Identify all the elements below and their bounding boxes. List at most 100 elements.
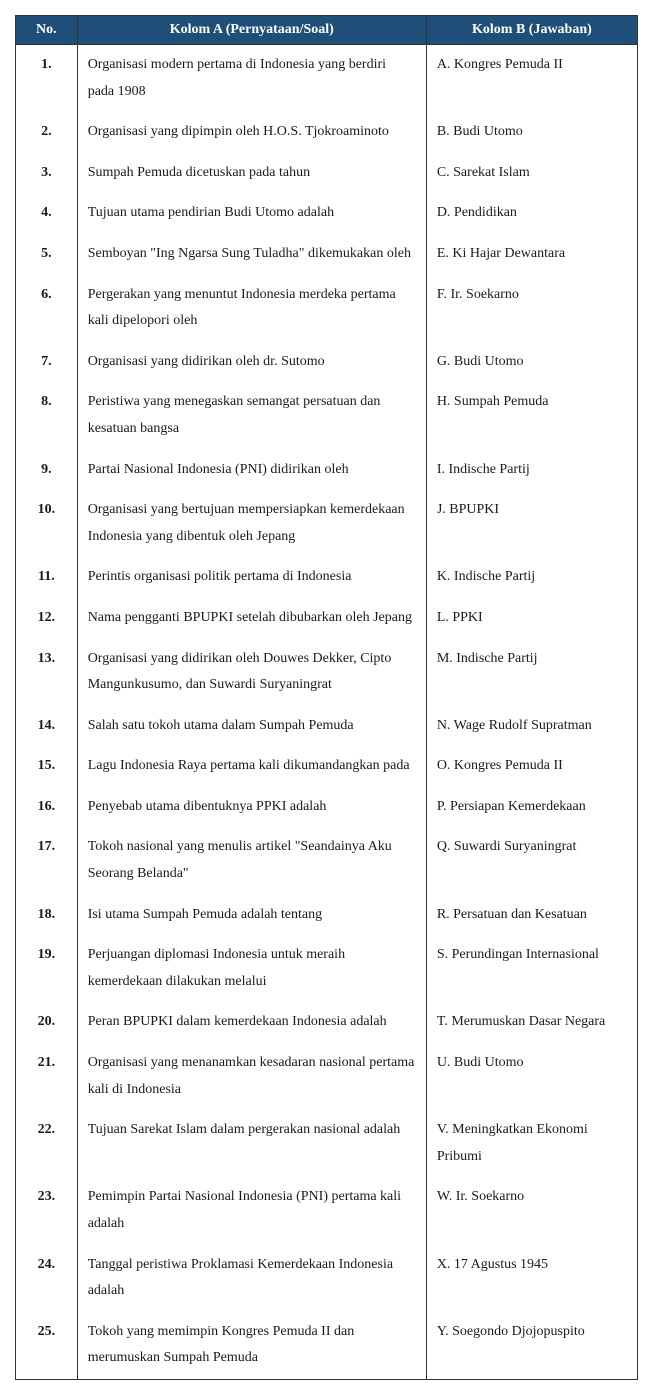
cell-statement: Organisasi yang menanamkan kesadaran nas…: [77, 1043, 426, 1110]
table-row: 11.Perintis organisasi politik pertama d…: [16, 557, 638, 598]
cell-no: 5.: [16, 234, 78, 275]
cell-statement: Organisasi yang bertujuan mempersiapkan …: [77, 490, 426, 557]
cell-answer: W. Ir. Soekarno: [426, 1177, 637, 1244]
table-row: 13.Organisasi yang didirikan oleh Douwes…: [16, 639, 638, 706]
cell-no: 2.: [16, 112, 78, 153]
cell-no: 3.: [16, 153, 78, 194]
table-row: 15.Lagu Indonesia Raya pertama kali diku…: [16, 746, 638, 787]
table-row: 9.Partai Nasional Indonesia (PNI) didiri…: [16, 450, 638, 491]
cell-statement: Semboyan "Ing Ngarsa Sung Tuladha" dikem…: [77, 234, 426, 275]
table-row: 16.Penyebab utama dibentuknya PPKI adala…: [16, 787, 638, 828]
cell-no: 15.: [16, 746, 78, 787]
cell-no: 21.: [16, 1043, 78, 1110]
cell-answer: O. Kongres Pemuda II: [426, 746, 637, 787]
table-row: 2.Organisasi yang dipimpin oleh H.O.S. T…: [16, 112, 638, 153]
table-row: 17.Tokoh nasional yang menulis artikel "…: [16, 827, 638, 894]
table-row: 10.Organisasi yang bertujuan mempersiapk…: [16, 490, 638, 557]
table-row: 22.Tujuan Sarekat Islam dalam pergerakan…: [16, 1110, 638, 1177]
cell-no: 19.: [16, 935, 78, 1002]
cell-statement: Tanggal peristiwa Proklamasi Kemerdekaan…: [77, 1245, 426, 1312]
cell-answer: B. Budi Utomo: [426, 112, 637, 153]
table-row: 8.Peristiwa yang menegaskan semangat per…: [16, 382, 638, 449]
table-row: 21.Organisasi yang menanamkan kesadaran …: [16, 1043, 638, 1110]
cell-no: 4.: [16, 193, 78, 234]
cell-statement: Lagu Indonesia Raya pertama kali dikuman…: [77, 746, 426, 787]
cell-statement: Tujuan Sarekat Islam dalam pergerakan na…: [77, 1110, 426, 1177]
cell-answer: S. Perundingan Internasional: [426, 935, 637, 1002]
cell-no: 16.: [16, 787, 78, 828]
cell-statement: Organisasi yang dipimpin oleh H.O.S. Tjo…: [77, 112, 426, 153]
cell-answer: K. Indische Partij: [426, 557, 637, 598]
cell-no: 24.: [16, 1245, 78, 1312]
cell-answer: T. Merumuskan Dasar Negara: [426, 1002, 637, 1043]
table-row: 25.Tokoh yang memimpin Kongres Pemuda II…: [16, 1312, 638, 1380]
cell-answer: N. Wage Rudolf Supratman: [426, 706, 637, 747]
cell-answer: P. Persiapan Kemerdekaan: [426, 787, 637, 828]
cell-no: 8.: [16, 382, 78, 449]
cell-no: 17.: [16, 827, 78, 894]
cell-answer: E. Ki Hajar Dewantara: [426, 234, 637, 275]
table-row: 12.Nama pengganti BPUPKI setelah dibubar…: [16, 598, 638, 639]
header-row: No. Kolom A (Pernyataan/Soal) Kolom B (J…: [16, 16, 638, 45]
cell-statement: Tokoh yang memimpin Kongres Pemuda II da…: [77, 1312, 426, 1380]
table-body: 1.Organisasi modern pertama di Indonesia…: [16, 45, 638, 1380]
cell-statement: Peristiwa yang menegaskan semangat persa…: [77, 382, 426, 449]
table-row: 18.Isi utama Sumpah Pemuda adalah tentan…: [16, 895, 638, 936]
table-row: 4.Tujuan utama pendirian Budi Utomo adal…: [16, 193, 638, 234]
cell-answer: V. Meningkatkan Ekonomi Pribumi: [426, 1110, 637, 1177]
cell-answer: A. Kongres Pemuda II: [426, 45, 637, 113]
table-row: 20.Peran BPUPKI dalam kemerdekaan Indone…: [16, 1002, 638, 1043]
cell-answer: R. Persatuan dan Kesatuan: [426, 895, 637, 936]
cell-no: 18.: [16, 895, 78, 936]
table-row: 7.Organisasi yang didirikan oleh dr. Sut…: [16, 342, 638, 383]
cell-no: 25.: [16, 1312, 78, 1380]
cell-answer: U. Budi Utomo: [426, 1043, 637, 1110]
cell-statement: Pemimpin Partai Nasional Indonesia (PNI)…: [77, 1177, 426, 1244]
cell-no: 13.: [16, 639, 78, 706]
cell-statement: Perintis organisasi politik pertama di I…: [77, 557, 426, 598]
cell-statement: Tujuan utama pendirian Budi Utomo adalah: [77, 193, 426, 234]
cell-statement: Pergerakan yang menuntut Indonesia merde…: [77, 275, 426, 342]
cell-answer: D. Pendidikan: [426, 193, 637, 234]
cell-no: 10.: [16, 490, 78, 557]
cell-answer: G. Budi Utomo: [426, 342, 637, 383]
table-row: 5.Semboyan "Ing Ngarsa Sung Tuladha" dik…: [16, 234, 638, 275]
cell-no: 12.: [16, 598, 78, 639]
cell-statement: Penyebab utama dibentuknya PPKI adalah: [77, 787, 426, 828]
cell-no: 6.: [16, 275, 78, 342]
cell-answer: H. Sumpah Pemuda: [426, 382, 637, 449]
matching-table: No. Kolom A (Pernyataan/Soal) Kolom B (J…: [15, 15, 638, 1380]
cell-answer: M. Indische Partij: [426, 639, 637, 706]
cell-no: 1.: [16, 45, 78, 113]
table-row: 1.Organisasi modern pertama di Indonesia…: [16, 45, 638, 113]
cell-answer: J. BPUPKI: [426, 490, 637, 557]
cell-statement: Isi utama Sumpah Pemuda adalah tentang: [77, 895, 426, 936]
cell-answer: C. Sarekat Islam: [426, 153, 637, 194]
cell-no: 11.: [16, 557, 78, 598]
cell-no: 23.: [16, 1177, 78, 1244]
cell-statement: Perjuangan diplomasi Indonesia untuk mer…: [77, 935, 426, 1002]
header-col-a: Kolom A (Pernyataan/Soal): [77, 16, 426, 45]
table-row: 23.Pemimpin Partai Nasional Indonesia (P…: [16, 1177, 638, 1244]
cell-statement: Partai Nasional Indonesia (PNI) didirika…: [77, 450, 426, 491]
cell-statement: Organisasi yang didirikan oleh Douwes De…: [77, 639, 426, 706]
cell-answer: Y. Soegondo Djojopuspito: [426, 1312, 637, 1380]
cell-statement: Tokoh nasional yang menulis artikel "Sea…: [77, 827, 426, 894]
cell-statement: Peran BPUPKI dalam kemerdekaan Indonesia…: [77, 1002, 426, 1043]
header-col-b: Kolom B (Jawaban): [426, 16, 637, 45]
cell-statement: Organisasi modern pertama di Indonesia y…: [77, 45, 426, 113]
cell-no: 20.: [16, 1002, 78, 1043]
cell-answer: I. Indische Partij: [426, 450, 637, 491]
cell-no: 9.: [16, 450, 78, 491]
header-no: No.: [16, 16, 78, 45]
table-row: 24.Tanggal peristiwa Proklamasi Kemerdek…: [16, 1245, 638, 1312]
cell-statement: Nama pengganti BPUPKI setelah dibubarkan…: [77, 598, 426, 639]
cell-answer: F. Ir. Soekarno: [426, 275, 637, 342]
cell-answer: Q. Suwardi Suryaningrat: [426, 827, 637, 894]
cell-statement: Sumpah Pemuda dicetuskan pada tahun: [77, 153, 426, 194]
cell-statement: Organisasi yang didirikan oleh dr. Sutom…: [77, 342, 426, 383]
cell-statement: Salah satu tokoh utama dalam Sumpah Pemu…: [77, 706, 426, 747]
cell-no: 14.: [16, 706, 78, 747]
cell-no: 22.: [16, 1110, 78, 1177]
table-row: 6.Pergerakan yang menuntut Indonesia mer…: [16, 275, 638, 342]
